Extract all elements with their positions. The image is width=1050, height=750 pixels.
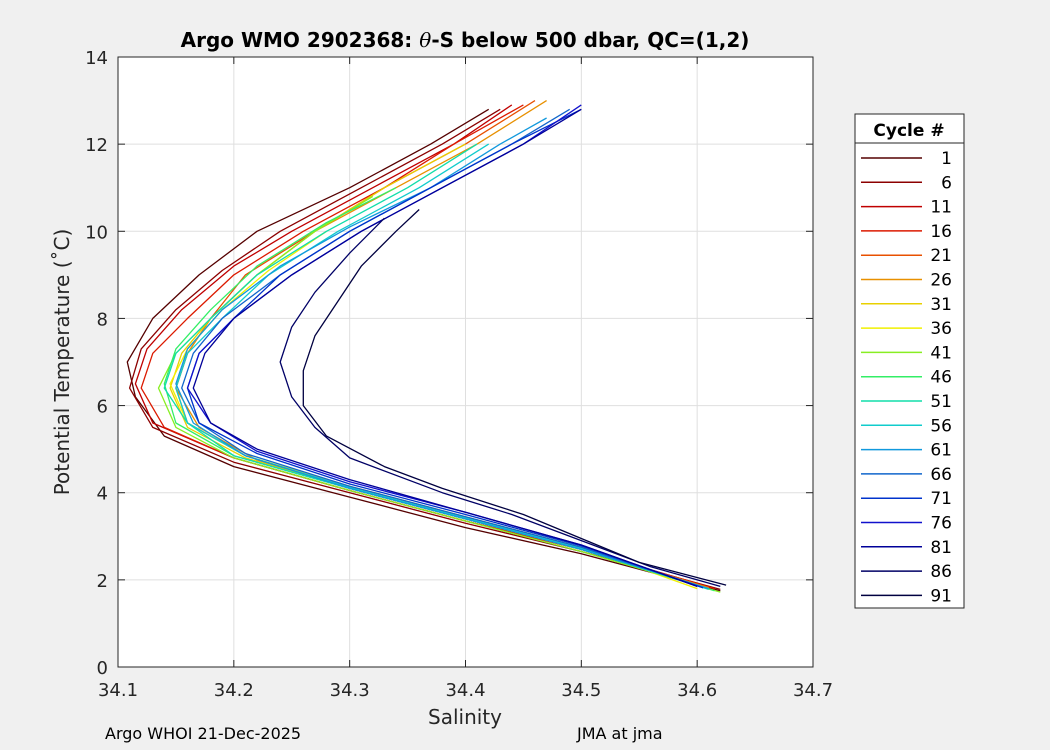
x-axis-label: Salinity [428, 705, 502, 729]
series-line-cycle-56 [175, 143, 709, 590]
legend-label: 11 [930, 198, 952, 218]
series-layer [126, 100, 727, 593]
y-tick-label: 12 [85, 135, 108, 156]
legend-label: 1 [941, 149, 952, 169]
series-line-cycle-91 [302, 209, 727, 586]
legend-label: 16 [930, 222, 952, 242]
series-line-cycle-1 [126, 108, 721, 592]
y-axis-label: Potential Temperature (˚C) [50, 229, 74, 496]
legend-label: 81 [930, 538, 952, 558]
x-tick-label: 34.3 [330, 680, 370, 701]
y-tick-label: 0 [97, 658, 108, 679]
y-tick-label: 10 [85, 222, 108, 243]
x-tick-label: 34.2 [214, 680, 254, 701]
x-tick-label: 34.6 [677, 680, 717, 701]
chart-title: Argo WMO 2902368: θ-S below 500 dbar, QC… [181, 28, 750, 52]
x-tick-label: 34.4 [445, 680, 485, 701]
y-tick-label: 14 [85, 48, 108, 69]
series-line-cycle-81 [192, 108, 698, 588]
legend-label: 21 [930, 246, 952, 266]
legend-label: 31 [930, 295, 952, 315]
series-line-cycle-41 [157, 195, 721, 593]
legend-label: 76 [930, 514, 952, 534]
legend-label: 26 [930, 271, 952, 291]
legend-label: 61 [930, 441, 952, 461]
legend-box [854, 113, 965, 609]
ticks: 34.1 34.2 34.3 34.4 34.5 34.6 34.7 0 2 4 6 8 10 12 14 [85, 48, 833, 701]
series-line-cycle-86 [279, 217, 721, 588]
y-tick-label: 6 [97, 397, 108, 418]
y-tick-label: 4 [97, 484, 108, 505]
legend-label: 66 [930, 465, 952, 485]
legend-label: 46 [930, 368, 952, 388]
series-line-cycle-6 [128, 108, 721, 591]
legend-label: 51 [930, 392, 952, 412]
y-tick-label: 8 [97, 309, 108, 330]
legend-label: 91 [930, 586, 952, 606]
footer-right: JMA at jma [577, 724, 663, 743]
legend-label: 36 [930, 319, 952, 339]
legend-label: 71 [930, 489, 952, 509]
y-tick-label: 2 [97, 571, 108, 592]
legend-label: 6 [941, 173, 952, 193]
x-tick-label: 34.5 [561, 680, 601, 701]
x-tick-label: 34.1 [98, 680, 138, 701]
legend-title: Cycle # [873, 121, 944, 141]
legend-label: 86 [930, 562, 952, 582]
legend: Cycle # 16111621263136414651566166717681… [854, 113, 965, 609]
footer-left: Argo WHOI 21-Dec-2025 [105, 724, 302, 743]
x-tick-label: 34.7 [793, 680, 833, 701]
legend-label: 41 [930, 343, 952, 363]
legend-label: 56 [930, 416, 952, 436]
